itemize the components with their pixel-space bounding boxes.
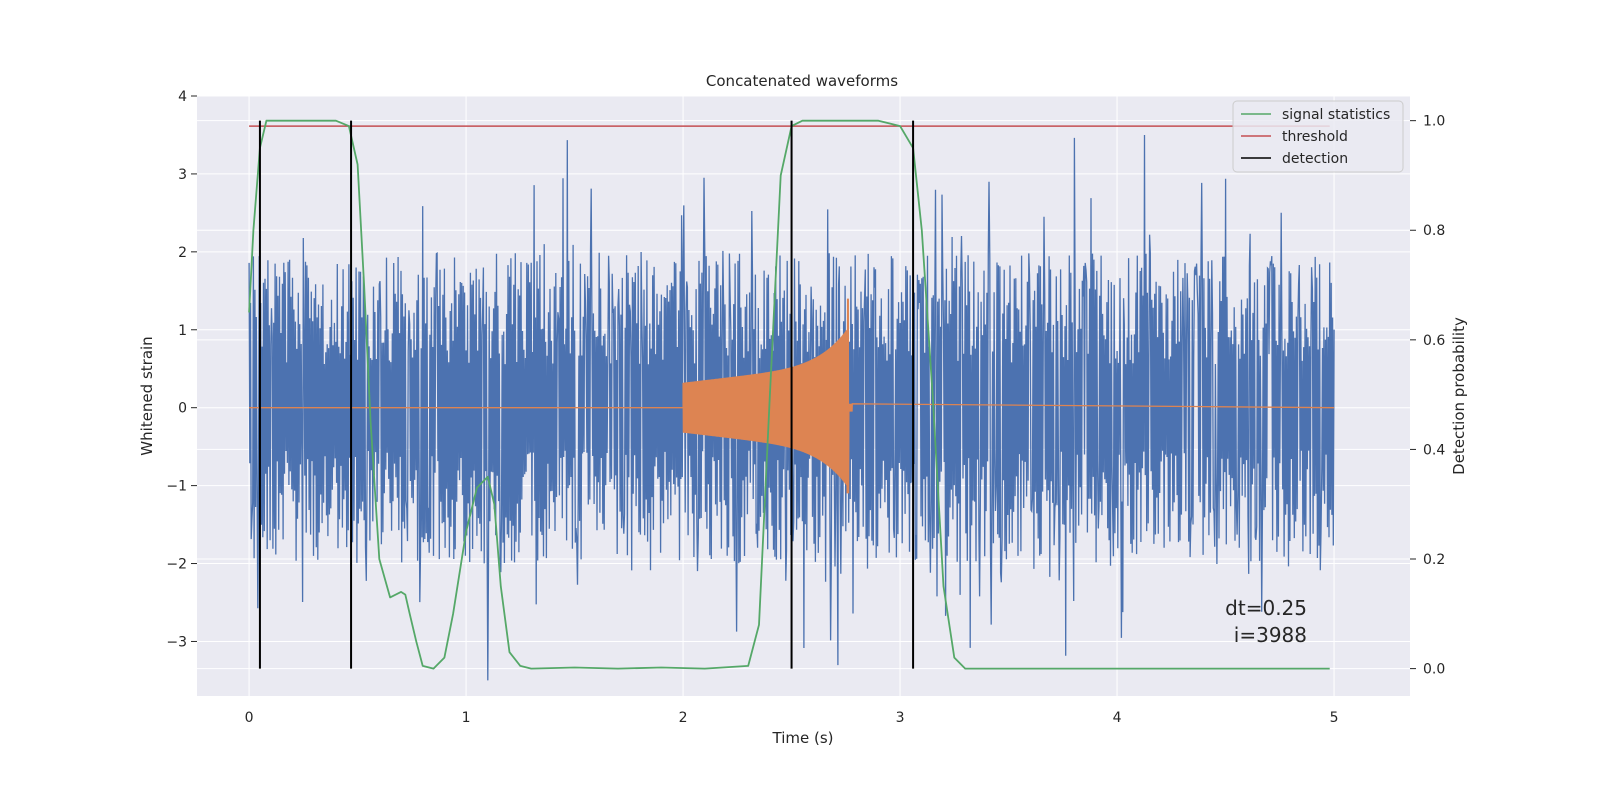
legend-box (1232, 100, 1404, 173)
y-tick-label: −2 (166, 557, 187, 573)
y-tick-label: 4 (178, 89, 187, 105)
y2-tick-label: 0.0 (1423, 662, 1445, 678)
x-axis-label: Time (s) (772, 729, 834, 747)
y2-tick-label: 0.4 (1423, 442, 1445, 458)
y-tick-label: 0 (178, 401, 187, 417)
chart-title: Concatenated waveforms (706, 72, 898, 90)
annotation: dt=0.25 i=3988 (1225, 596, 1307, 647)
legend-label-signal-statistics: signal statistics (1282, 107, 1390, 123)
y-tick-label: 1 (178, 323, 187, 339)
plot-content (248, 119, 1335, 681)
signal-statistics-line (248, 119, 1330, 670)
y2-tick-label: 0.8 (1423, 223, 1445, 239)
y2-tick-label: 0.2 (1423, 552, 1445, 568)
y-tick-label: −3 (166, 634, 187, 650)
annotation-i: i=3988 (1234, 623, 1307, 647)
x-tick-label: 5 (1330, 710, 1339, 726)
x-tick-label: 1 (462, 710, 471, 726)
y-tick-label: −1 (166, 479, 187, 495)
y-axis-left: 4 3 2 1 0 −1 −2 −3 (166, 89, 197, 650)
y2-tick-label: 0.6 (1423, 333, 1445, 349)
legend-label-detection: detection (1282, 151, 1348, 167)
x-axis: 0 1 2 3 4 5 (245, 710, 1339, 726)
y-axis-label: Whitened strain (138, 336, 156, 455)
legend-label-threshold: threshold (1282, 129, 1348, 145)
x-tick-label: 0 (245, 710, 254, 726)
annotation-dt: dt=0.25 (1225, 596, 1307, 620)
y-tick-label: 3 (178, 167, 187, 183)
x-tick-label: 2 (679, 710, 688, 726)
legend: signal statistics threshold detection (1232, 100, 1404, 173)
y-tick-label: 2 (178, 245, 187, 261)
y-axis-right: 1.0 0.8 0.6 0.4 0.2 0.0 (1410, 114, 1445, 678)
injected-signal-line (249, 298, 1335, 494)
y2-tick-label: 1.0 (1423, 114, 1445, 130)
y2-axis-label: Detection probability (1450, 317, 1468, 475)
x-tick-label: 4 (1113, 710, 1122, 726)
x-tick-label: 3 (896, 710, 905, 726)
